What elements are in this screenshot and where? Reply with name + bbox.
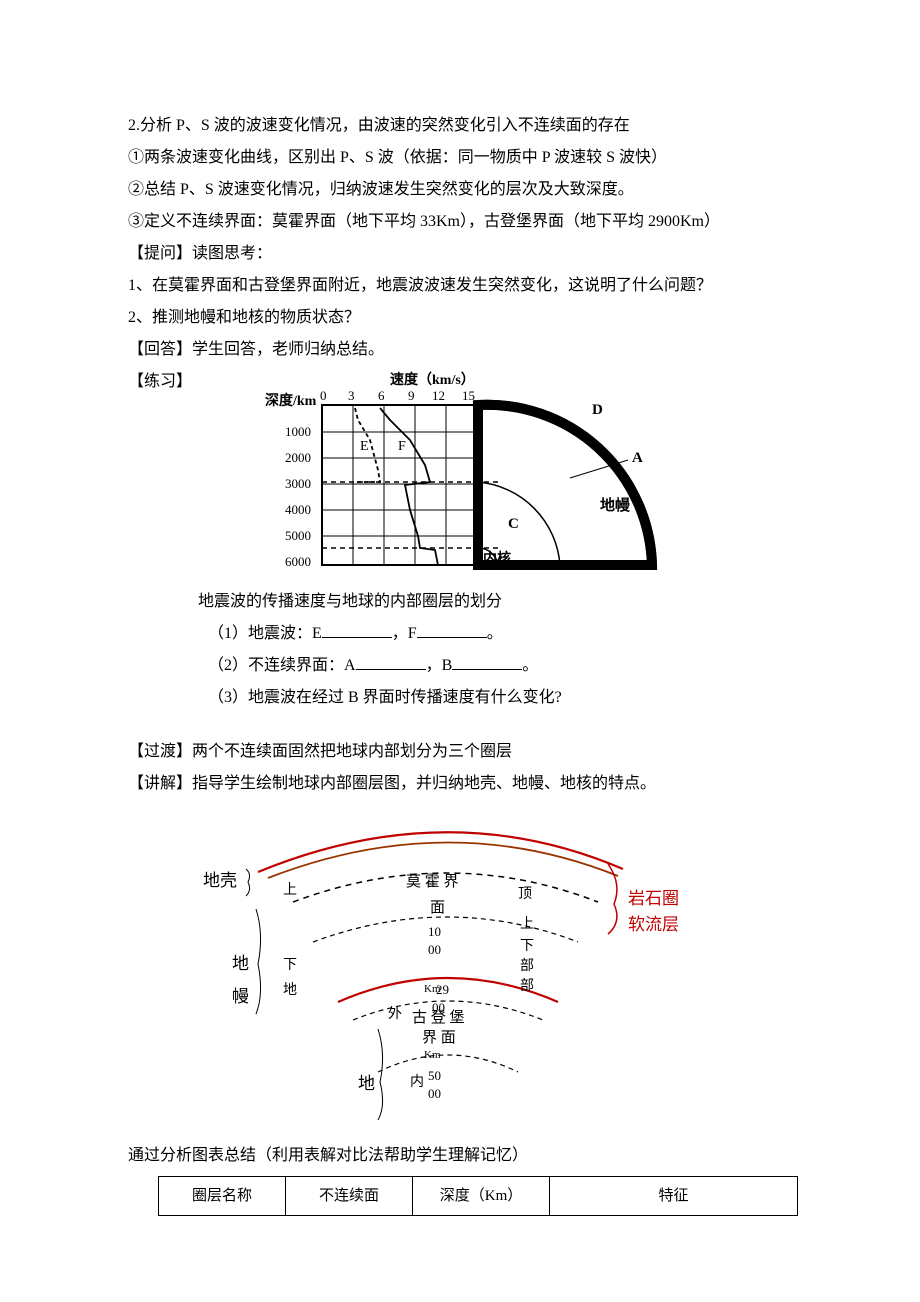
svg-text:1000: 1000 xyxy=(285,424,311,439)
question-1: 1、在莫霍界面和古登堡界面附近，地震波波速发生突然变化，这说明了什么问题？ xyxy=(128,270,805,302)
svg-text:地幔: 地幔 xyxy=(600,496,631,514)
svg-text:3000: 3000 xyxy=(285,476,311,491)
svg-text:面: 面 xyxy=(430,900,445,916)
svg-text:地: 地 xyxy=(232,954,249,973)
svg-text:Km: Km xyxy=(424,1049,441,1061)
svg-text:部: 部 xyxy=(520,978,534,994)
svg-text:E: E xyxy=(360,439,369,454)
svg-text:C: C xyxy=(508,516,519,532)
svg-text:地: 地 xyxy=(283,982,297,998)
col-layer-name: 圈层名称 xyxy=(159,1177,286,1216)
svg-text:上: 上 xyxy=(283,882,297,898)
svg-text:00: 00 xyxy=(428,1086,441,1101)
table-header-row: 圈层名称 不连续面 深度（Km） 特征 xyxy=(159,1177,798,1216)
exercise-2: （2）不连续界面：A，B。 xyxy=(208,650,805,682)
svg-text:5000: 5000 xyxy=(285,528,311,543)
svg-text:6000: 6000 xyxy=(285,554,311,569)
svg-text:0: 0 xyxy=(320,388,327,403)
blank-B[interactable] xyxy=(452,669,522,670)
svg-text:外: 外 xyxy=(388,1006,402,1022)
svg-text:地壳: 地壳 xyxy=(203,871,237,890)
lianxi-label: 【练习】 xyxy=(128,366,192,398)
point-3: ③定义不连续界面：莫霍界面（地下平均 33Km），古登堡界面（地下平均 2900… xyxy=(128,206,805,238)
svg-text:3: 3 xyxy=(348,388,355,403)
svg-text:D: D xyxy=(592,402,603,418)
svg-text:A: A xyxy=(632,450,643,466)
svg-text:部: 部 xyxy=(520,958,534,974)
svg-text:F: F xyxy=(398,439,406,454)
svg-text:下: 下 xyxy=(283,958,297,973)
earth-layers-figure: 地壳 地 幔 地 上 下 地 莫 霍 界 面 10 00 Km 29 00 外 … xyxy=(128,814,805,1136)
point-2: ②总结 P、S 波速变化情况，归纳波速发生突然变化的层次及大致深度。 xyxy=(128,174,805,206)
svg-text:顶: 顶 xyxy=(518,887,532,902)
figure1-caption: 地震波的传播速度与地球的内部圈层的划分 xyxy=(198,586,805,618)
analysis-heading: 2.分析 P、S 波的波速变化情况，由波速的突然变化引入不连续面的存在 xyxy=(128,110,805,142)
svg-text:12: 12 xyxy=(432,388,445,403)
exercise-3: （3）地震波在经过 B 界面时传播速度有什么变化? xyxy=(208,682,805,714)
col-feature: 特征 xyxy=(550,1177,798,1216)
svg-text:界 面: 界 面 xyxy=(422,1030,456,1046)
svg-text:下: 下 xyxy=(520,939,534,954)
x-axis-label: 速度（km/s） xyxy=(390,371,475,388)
col-depth: 深度（Km） xyxy=(413,1177,550,1216)
svg-text:地: 地 xyxy=(358,1074,375,1093)
jiangjie-label: 【讲解】指导学生绘制地球内部圈层图，并归纳地壳、地幔、地核的特点。 xyxy=(128,768,805,800)
svg-text:莫 霍 界: 莫 霍 界 xyxy=(406,873,459,890)
svg-text:10: 10 xyxy=(428,924,441,939)
svg-text:内: 内 xyxy=(410,1074,424,1090)
guodu-label: 【过渡】两个不连续面固然把地球内部划分为三个圈层 xyxy=(128,736,805,768)
svg-text:29: 29 xyxy=(436,982,449,997)
huida-label: 【回答】学生回答，老师归纳总结。 xyxy=(128,334,805,366)
blank-E[interactable] xyxy=(322,637,392,638)
summary-table: 圈层名称 不连续面 深度（Km） 特征 xyxy=(158,1176,798,1216)
lithosphere-label: 岩石圈 xyxy=(628,889,679,908)
svg-text:4000: 4000 xyxy=(285,502,311,517)
svg-text:内核: 内核 xyxy=(483,550,511,567)
svg-text:上: 上 xyxy=(520,916,534,932)
blank-F[interactable] xyxy=(417,637,487,638)
asthenosphere-label: 软流层 xyxy=(628,915,679,934)
table-intro: 通过分析图表总结（利用表解对比法帮助学生理解记忆） xyxy=(128,1140,805,1172)
svg-text:00: 00 xyxy=(428,942,441,957)
svg-text:古 登 堡: 古 登 堡 xyxy=(412,1009,465,1026)
exercise-1: （1）地震波：E，F。 xyxy=(208,618,805,650)
svg-text:2000: 2000 xyxy=(285,450,311,465)
svg-text:6: 6 xyxy=(378,388,385,403)
y-axis-label: 深度/km xyxy=(265,392,317,409)
col-discontinuity: 不连续面 xyxy=(286,1177,413,1216)
blank-A[interactable] xyxy=(356,669,426,670)
point-1: ①两条波速变化曲线，区别出 P、S 波（依据：同一物质中 P 波速较 S 波快） xyxy=(128,142,805,174)
seismic-wave-figure: 速度（km/s） 深度/km 0 3 6 9 12 15 1000 xyxy=(260,370,690,580)
tiwen-label: 【提问】读图思考： xyxy=(128,238,805,270)
question-2: 2、推测地幔和地核的物质状态？ xyxy=(128,302,805,334)
svg-text:B: B xyxy=(590,558,600,574)
svg-text:50: 50 xyxy=(428,1068,441,1083)
svg-text:幔: 幔 xyxy=(232,987,249,1006)
svg-text:9: 9 xyxy=(408,388,415,403)
